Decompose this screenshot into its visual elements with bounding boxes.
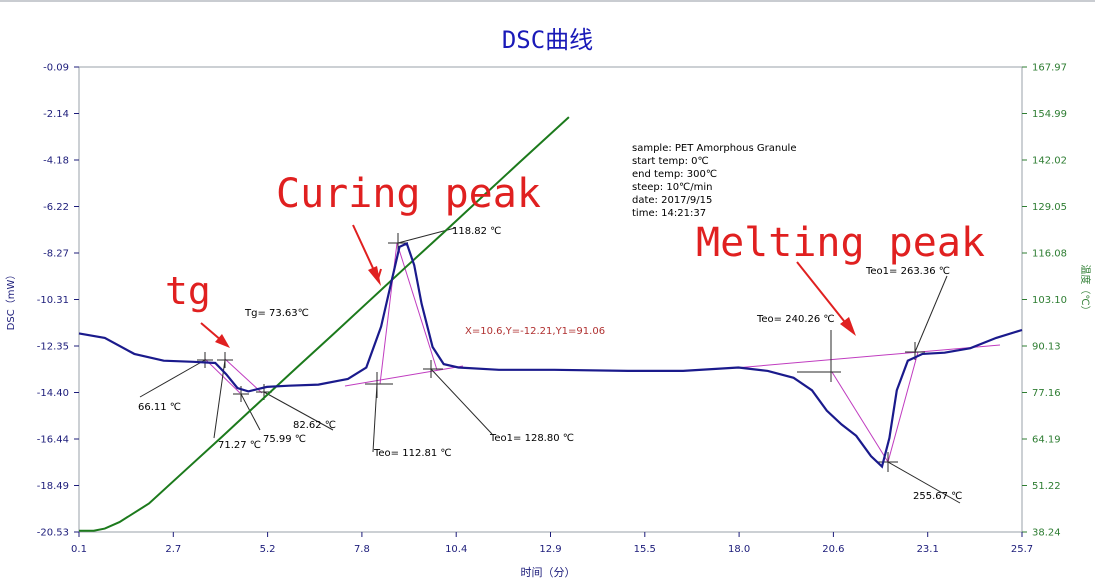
annotation-tg: Tg= 73.63℃: [244, 308, 309, 319]
x-tick-label: 23.1: [917, 544, 939, 555]
x-axis-ticks: 0.1 2.7 5.2 7.8 10.4 12.9 15.5 18.0 20.6 23.1 25.7: [71, 532, 1033, 555]
y-axis-label: DSC（mW）: [5, 270, 17, 331]
left-tick-label: -2.14: [43, 109, 69, 120]
x-tick-label: 0.1: [71, 544, 87, 555]
marker-curing-teo: [365, 372, 393, 398]
left-tick-label: -14.40: [37, 388, 69, 399]
annotation-82c: 82.62 ℃: [293, 420, 336, 431]
callout-melting-peak: Melting peak: [696, 220, 985, 266]
right-tick-label: 142.02: [1032, 156, 1067, 167]
left-tick-label: -18.49: [37, 481, 69, 492]
callouts: Curing peak Melting peak tg: [165, 171, 985, 348]
tangent-melt-right: [887, 351, 919, 463]
left-tick-label: -12.35: [37, 342, 69, 353]
annotation-curing-peak: 118.82 ℃: [452, 226, 501, 237]
right-tick-label: 90.13: [1032, 342, 1061, 353]
info-steep: steep: 10℃/min: [632, 182, 713, 193]
x-tick-label: 10.4: [445, 544, 467, 555]
x-tick-label: 7.8: [354, 544, 370, 555]
x-axis-label: 时间（分）: [521, 566, 576, 579]
right-tick-label: 103.10: [1032, 295, 1067, 306]
x-tick-label: 12.9: [539, 544, 561, 555]
x-tick-label: 2.7: [165, 544, 181, 555]
right-tick-label: 77.16: [1032, 388, 1061, 399]
annotation-66c: 66.11 ℃: [138, 402, 181, 413]
arrow-melting-head: [840, 317, 856, 336]
tangent-tg-2: [224, 358, 263, 394]
x-tick-label: 15.5: [634, 544, 656, 555]
annotation-curing-teo1: Teo1= 128.80 ℃: [489, 433, 574, 444]
leader-lines: [139, 227, 961, 504]
sample-info: sample: PET Amorphous Granule start temp…: [632, 143, 796, 219]
tangent-melt-left: [831, 371, 889, 463]
temperature-curve: [79, 116, 570, 532]
left-axis-ticks: -0.09 -2.14 -4.18 -6.22 -8.27 -10.31 -12.35 -14…: [37, 63, 79, 539]
arrow-melting: [796, 261, 849, 327]
annotation-71c: 71.27 ℃: [218, 440, 261, 451]
info-date: date: 2017/9/15: [632, 195, 712, 206]
left-tick-label: -0.09: [43, 63, 69, 74]
arrow-tg-head: [215, 334, 230, 348]
arrow-curing-head: [368, 266, 381, 286]
left-tick-label: -6.22: [43, 202, 69, 213]
callout-curing-peak: Curing peak: [276, 171, 541, 217]
annotation-melt-teo1: Teo1= 263.36 ℃: [865, 266, 950, 277]
top-border: [0, 0, 1095, 2]
right-tick-label: 129.05: [1032, 202, 1067, 213]
callout-tg: tg: [165, 269, 211, 313]
left-tick-label: -20.53: [37, 528, 69, 539]
left-tick-label: -16.44: [37, 435, 69, 446]
annotation-melt-peak: 255.67 ℃: [913, 491, 962, 502]
x-tick-label: 25.7: [1011, 544, 1033, 555]
info-end-temp: end temp: 300℃: [632, 169, 717, 180]
left-tick-label: -4.18: [43, 156, 69, 167]
tangent-cure-right: [396, 242, 438, 371]
annotation-curing-teo: Teo= 112.81 ℃: [373, 448, 452, 459]
left-tick-label: -10.31: [37, 295, 69, 306]
y2-axis-label: 温度（℃）: [1079, 264, 1092, 315]
tangent-lines: [204, 242, 1001, 463]
right-axis-ticks: 167.97 154.99 142.02 129.05 116.08 103.10 90.1…: [1022, 63, 1067, 539]
chart-title: DSC曲线: [501, 26, 594, 54]
x-tick-label: 18.0: [728, 544, 750, 555]
marker-melt-teo: [797, 330, 841, 382]
tangent-cure-base: [344, 365, 464, 387]
cursor-readout: X=10.6,Y=-12.21,Y1=91.06: [465, 326, 605, 337]
left-tick-label: -8.27: [43, 249, 69, 260]
right-tick-label: 116.08: [1032, 249, 1067, 260]
info-start-temp: start temp: 0℃: [632, 156, 709, 167]
right-tick-label: 154.99: [1032, 109, 1067, 120]
right-tick-label: 38.24: [1032, 528, 1061, 539]
x-tick-label: 5.2: [260, 544, 276, 555]
annotations: 66.11 ℃ 71.27 ℃ 75.99 ℃ 82.62 ℃ Tg= 73.6…: [138, 226, 962, 502]
annotation-75c: 75.99 ℃: [263, 434, 306, 445]
info-time: time: 14:21:37: [632, 208, 706, 219]
annotation-melt-teo: Teo= 240.26 ℃: [756, 314, 835, 325]
tangent-melt-base: [734, 344, 1001, 369]
marker-curing-teo1: [423, 360, 443, 378]
dsc-curve: [78, 241, 1023, 469]
right-tick-label: 51.22: [1032, 481, 1061, 492]
x-tick-label: 20.6: [822, 544, 844, 555]
right-tick-label: 64.19: [1032, 435, 1061, 446]
info-sample: sample: PET Amorphous Granule: [632, 143, 796, 154]
right-tick-label: 167.97: [1032, 63, 1067, 74]
